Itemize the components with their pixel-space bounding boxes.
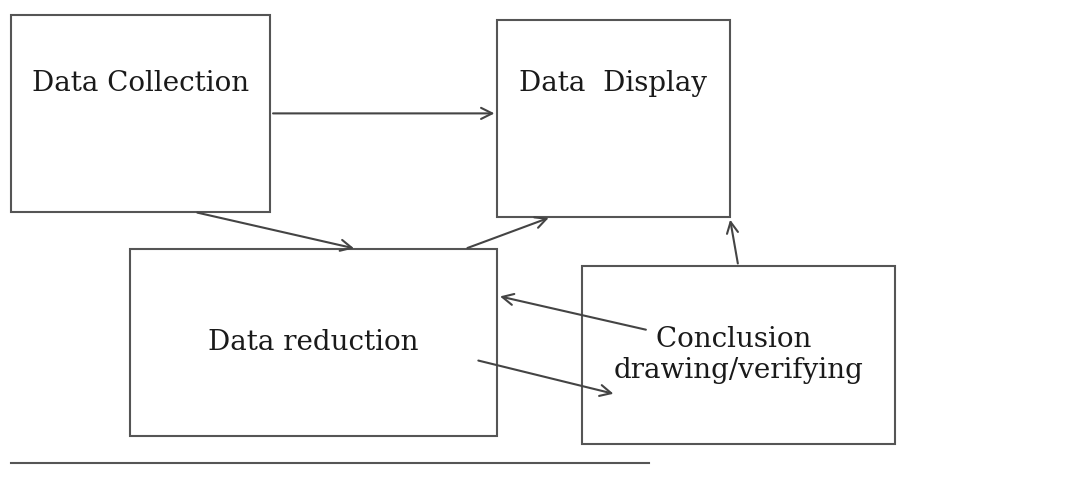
Bar bbox=[582, 266, 895, 444]
Text: Data Collection: Data Collection bbox=[32, 70, 249, 97]
Bar bbox=[11, 15, 270, 212]
Bar bbox=[497, 20, 730, 217]
Text: Data reduction: Data reduction bbox=[209, 329, 418, 356]
Text: Conclusion 
drawing/verifying: Conclusion drawing/verifying bbox=[613, 326, 864, 384]
Text: Data  Display: Data Display bbox=[520, 70, 707, 97]
Bar bbox=[130, 249, 497, 436]
